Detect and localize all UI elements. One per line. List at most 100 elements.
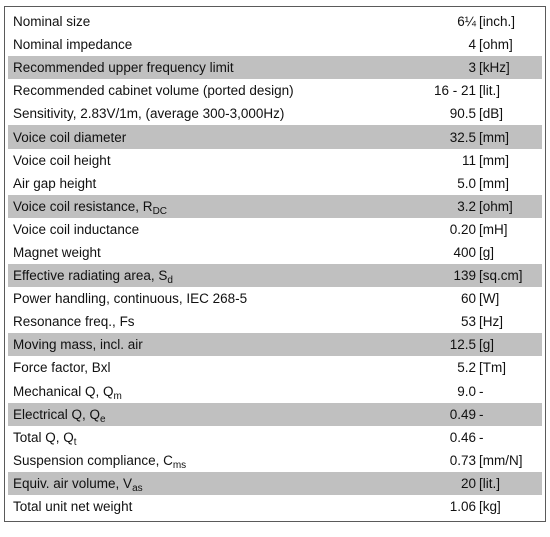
parameter-name: Mechanical Q, Qm [8,383,406,402]
parameter-name: Power handling, continuous, IEC 268-5 [8,291,406,306]
parameter-name: Sensitivity, 2.83V/1m, (average 300-3,00… [8,106,406,121]
parameter-subscript: ms [172,459,187,471]
parameter-unit: [mm] [479,175,509,191]
parameter-name: Suspension compliance, Cms [8,452,406,471]
parameter-name: Voice coil inductance [8,222,406,237]
parameter-label: Power handling, continuous, IEC 268-5 [13,291,248,307]
spec-row: Recommended upper frequency limit 3 [kHz] [8,56,542,80]
parameter-name: Nominal impedance [8,37,406,52]
parameter-value: 1.06 [449,499,476,515]
parameter-value: 90.5 [449,106,476,122]
parameter-name: Electrical Q, Qe [8,407,406,425]
spec-row: Equiv. air volume, Vas 20 [lit.] [8,471,542,495]
parameter-value: 11 [461,152,476,168]
spec-row: Voice coil height 11 [mm] [8,149,542,172]
parameter-subscript: e [100,413,106,425]
spec-row: Electrical Q, Qe 0.49- [8,402,542,426]
parameter-label: Voice coil height [13,152,111,168]
spec-row: Force factor, Bxl 5.2 [Tm] [8,356,542,379]
parameter-subscript: d [167,275,173,287]
parameter-label: Recommended upper frequency limit [13,60,234,76]
parameter-label: Recommended cabinet volume (ported desig… [13,83,294,99]
parameter-unit: [kHz] [479,60,510,76]
parameter-unit: [inch.] [479,14,516,30]
parameter-subscript: t [73,436,77,448]
parameter-unit: [mm] [479,129,509,145]
parameter-name: Voice coil resistance, RDC [8,198,406,217]
parameter-unit: [ohm] [479,37,513,53]
parameter-label: Total unit net weight [13,499,133,515]
parameter-unit: [g] [479,337,495,353]
parameter-name: Air gap height [8,176,406,191]
parameter-unit: [ohm] [479,198,513,214]
spec-row: Power handling, continuous, IEC 268-5 60[… [8,287,542,310]
parameter-label: Nominal impedance [13,37,133,53]
parameter-value: 139 [453,268,476,284]
parameter-subscript: m [113,390,122,402]
parameter-name: Recommended cabinet volume (ported desig… [8,83,406,98]
parameter-unit: - [479,383,484,399]
parameter-value: 6¼ [457,14,476,30]
spec-row: Air gap height 5.0 [mm] [8,172,542,195]
spec-row: Voice coil inductance 0.20 [mH] [8,218,542,241]
parameter-label: Air gap height [13,175,97,191]
parameter-value: 9.0 [457,383,476,399]
parameter-name: Voice coil diameter [8,130,406,145]
parameter-name: Effective radiating area, Sd [8,268,406,287]
parameter-unit: [sq.cm] [479,268,523,284]
parameter-label: Equiv. air volume, V [13,475,133,491]
parameter-subscript: as [132,482,143,494]
parameter-value: 5.0 [457,175,476,191]
parameter-subscript: DC [152,205,168,217]
parameter-value: 3 [468,60,476,76]
parameter-name: Magnet weight [8,245,406,260]
parameter-unit: - [479,406,484,422]
parameter-value: 16 - 21 [433,83,476,99]
spec-row: Recommended cabinet volume (ported desig… [8,79,542,102]
spec-row: Mechanical Q, Qm 9.0- [8,380,542,403]
spec-row: Resonance freq., Fs 53 [Hz] [8,310,542,333]
parameter-label: Nominal size [13,14,91,30]
spec-row: Total Q, Qt 0.46- [8,426,542,449]
parameter-label: Suspension compliance, C [13,452,173,468]
parameter-unit: [mm] [479,152,509,168]
parameter-name: Total unit net weight [8,499,406,514]
parameter-unit: [kg] [479,499,501,515]
parameter-label: Force factor, Bxl [13,360,111,376]
parameter-value: 12.5 [449,337,476,353]
parameter-value: 5.2 [457,360,476,376]
spec-row: Nominal impedance 4 [ohm] [8,33,542,56]
parameter-name: Nominal size [8,14,406,29]
parameter-unit: [g] [479,244,495,260]
spec-row: Magnet weight 400 [g] [8,241,542,264]
parameter-name: Recommended upper frequency limit [8,60,406,75]
parameter-value: 53 [460,314,476,330]
parameter-value: 0.46 [449,429,476,445]
parameter-label: Voice coil resistance, R [13,198,153,214]
parameter-label: Mechanical Q, Q [13,383,114,399]
parameter-label: Total Q, Q [13,429,74,445]
parameter-unit: [dB] [479,106,504,122]
parameter-value: 3.2 [457,198,476,214]
parameter-unit: [lit.] [479,475,501,491]
parameter-label: Voice coil diameter [13,129,127,145]
parameter-label: Moving mass, incl. air [13,337,143,353]
parameter-name: Resonance freq., Fs [8,314,406,329]
parameter-label: Sensitivity, 2.83V/1m, (average 300-3,00… [13,106,285,122]
parameter-value: 400 [453,244,476,260]
parameter-label: Voice coil inductance [13,221,140,237]
parameter-value: 0.49 [449,406,476,422]
parameter-unit: [lit.] [479,83,501,99]
parameter-unit: [mH] [479,221,508,237]
specification-table: Nominal size 6¼ [inch.] Nominal impedance 4[… [4,6,546,523]
parameter-label: Effective radiating area, S [13,268,168,284]
parameter-unit: [Hz] [479,314,504,330]
parameter-value: 20 [460,475,476,491]
parameter-name: Equiv. air volume, Vas [8,475,406,494]
spec-row: Voice coil resistance, RDC 3.2 [ohm] [8,194,542,218]
parameter-name: Moving mass, incl. air [8,337,406,352]
spec-row: Nominal size 6¼ [inch.] [8,10,542,33]
parameter-value: 0.20 [449,221,476,237]
parameter-value: 4 [468,37,476,53]
parameter-value: 32.5 [449,129,476,145]
